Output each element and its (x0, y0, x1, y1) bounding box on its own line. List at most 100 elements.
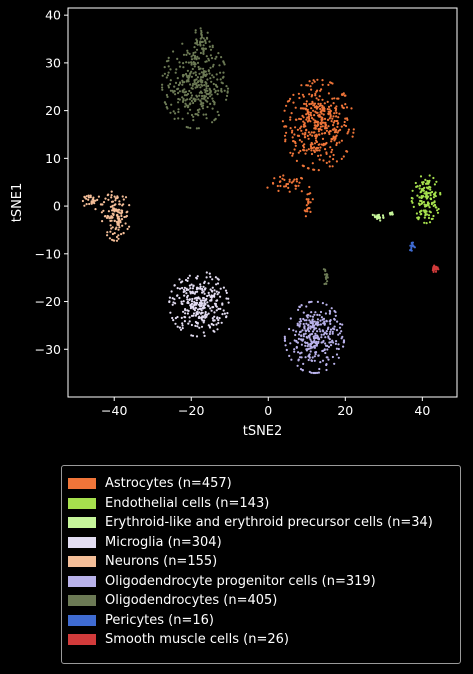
data-point (198, 316, 201, 319)
data-point (212, 82, 215, 86)
data-point (316, 124, 320, 127)
data-point (287, 186, 290, 189)
data-point (431, 269, 434, 272)
data-point (196, 325, 199, 328)
data-point (197, 57, 201, 60)
data-point (313, 106, 317, 109)
data-point (181, 79, 184, 82)
data-point (164, 103, 168, 106)
data-point (202, 67, 205, 70)
data-point (300, 125, 303, 128)
data-point (283, 109, 286, 112)
data-point (213, 302, 217, 305)
data-point (289, 116, 292, 119)
data-point (314, 332, 317, 335)
data-point (218, 64, 221, 67)
data-point (310, 332, 314, 336)
data-point (186, 298, 189, 301)
data-point (199, 299, 202, 302)
data-point (306, 341, 309, 344)
data-point (284, 140, 287, 143)
data-point (328, 108, 331, 111)
data-point (330, 120, 333, 123)
data-point (311, 82, 314, 85)
data-point (207, 291, 210, 294)
data-point (226, 87, 230, 90)
data-point (219, 71, 222, 74)
data-point (87, 194, 90, 197)
data-point (174, 322, 177, 325)
data-point (195, 276, 198, 279)
data-point (116, 217, 119, 220)
data-point (199, 90, 202, 93)
data-point (166, 95, 169, 98)
data-point (322, 159, 325, 162)
data-point (193, 300, 196, 304)
data-point (313, 355, 316, 358)
data-point (181, 117, 184, 120)
data-point (206, 31, 209, 34)
data-point (181, 324, 184, 327)
data-point (176, 77, 179, 80)
data-point (99, 203, 102, 206)
data-point (325, 129, 328, 132)
data-point (332, 121, 335, 124)
data-point (292, 329, 295, 332)
data-point (190, 283, 193, 286)
data-point (319, 121, 322, 125)
data-point (205, 297, 208, 301)
data-point (161, 83, 164, 86)
legend-label: Neurons (n=155) (105, 554, 218, 570)
data-point (193, 65, 196, 68)
data-point (191, 297, 194, 301)
data-point (171, 89, 174, 92)
data-point (313, 114, 316, 117)
data-point (225, 85, 228, 88)
data-point (184, 312, 187, 315)
data-point (165, 76, 168, 79)
data-point (334, 109, 337, 112)
data-point (304, 210, 307, 213)
data-point (347, 128, 350, 131)
data-point (427, 187, 430, 190)
data-point (167, 71, 170, 74)
data-point (298, 320, 301, 323)
data-point (202, 315, 205, 318)
data-point (177, 83, 180, 87)
data-point (312, 326, 315, 329)
data-point (308, 319, 311, 322)
data-point (319, 154, 322, 157)
data-point (185, 287, 188, 290)
data-point (318, 149, 321, 152)
data-point (313, 359, 316, 362)
data-point (295, 185, 298, 188)
data-point (313, 80, 316, 83)
data-point (220, 56, 223, 59)
data-point (190, 96, 193, 99)
data-point (196, 76, 199, 79)
data-point (207, 312, 210, 315)
data-point (209, 48, 213, 51)
data-point (194, 31, 197, 34)
data-point (304, 341, 307, 344)
data-point (299, 330, 302, 333)
data-point (436, 209, 439, 212)
data-point (343, 124, 346, 127)
data-point (211, 317, 214, 320)
data-point (279, 184, 282, 188)
data-point (332, 153, 335, 157)
data-point (203, 88, 206, 91)
data-point (209, 95, 212, 98)
data-point (325, 363, 328, 367)
data-point (288, 354, 291, 357)
data-point (201, 299, 204, 302)
data-point (204, 47, 207, 50)
data-point (302, 120, 305, 123)
legend-swatch (68, 497, 96, 509)
data-point (189, 292, 192, 295)
data-point (222, 309, 225, 312)
data-point (183, 294, 186, 297)
data-point (301, 107, 304, 110)
data-point (205, 85, 208, 88)
data-point (214, 91, 217, 94)
